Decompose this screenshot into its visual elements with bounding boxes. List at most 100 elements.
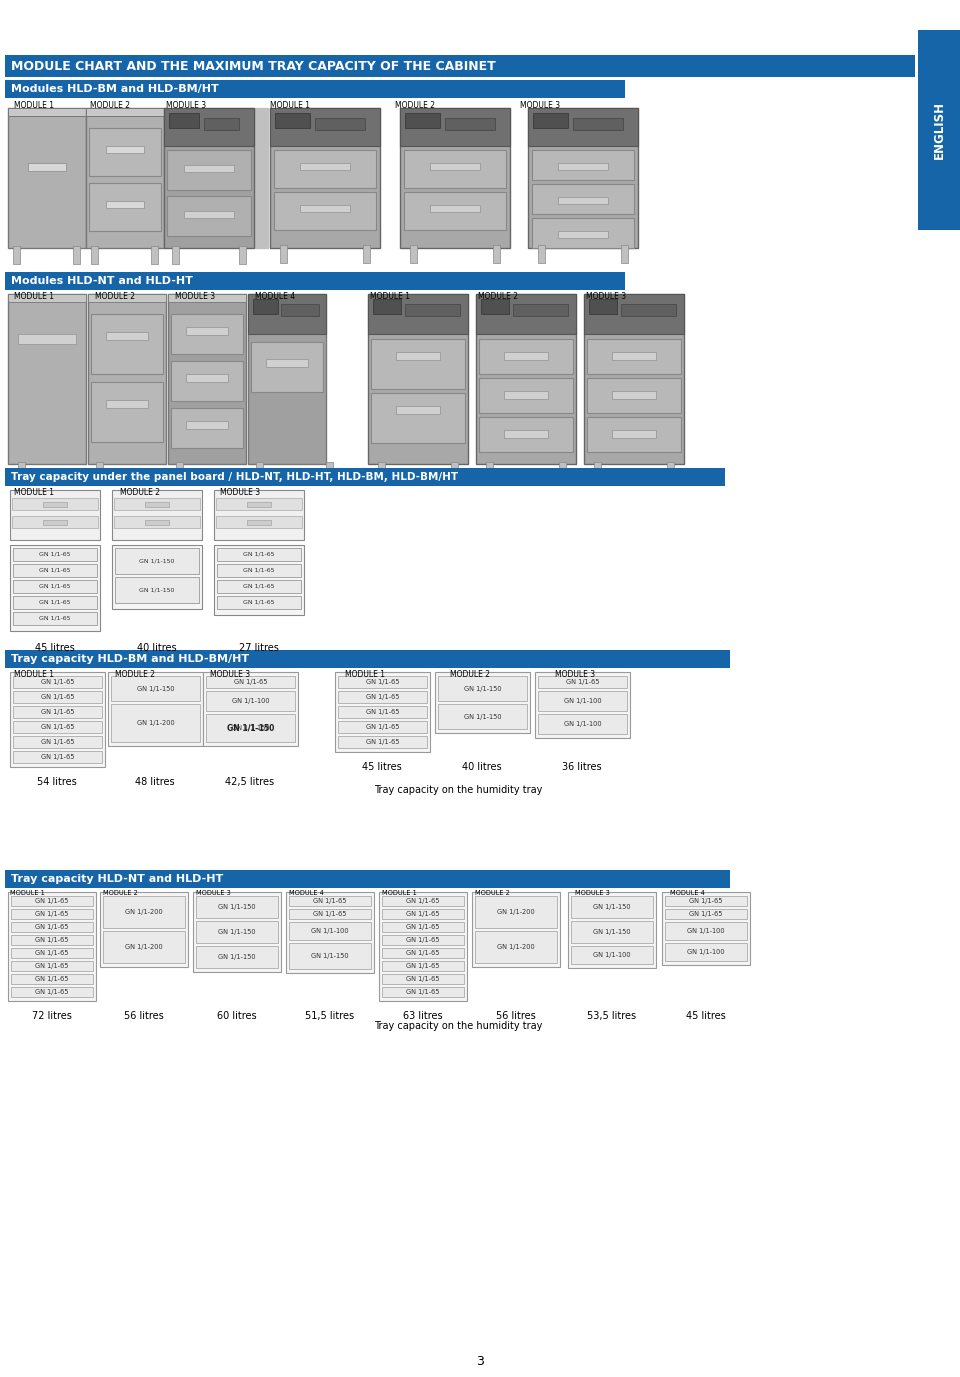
Text: GN 1/1-65: GN 1/1-65: [36, 936, 69, 943]
Text: MODULE 2: MODULE 2: [475, 890, 510, 896]
Bar: [404, 191, 506, 230]
Bar: [11, 947, 93, 958]
Text: MODULE 3: MODULE 3: [575, 890, 610, 896]
Bar: [8, 107, 86, 116]
Bar: [338, 735, 427, 748]
Bar: [171, 361, 243, 401]
Bar: [256, 463, 263, 482]
Text: GN 1/1-65: GN 1/1-65: [39, 552, 71, 558]
Bar: [274, 150, 376, 189]
Text: GN 1/1-150: GN 1/1-150: [464, 686, 501, 691]
Bar: [186, 326, 228, 335]
Text: GN 1/1-65: GN 1/1-65: [243, 584, 275, 589]
Text: GN 1/1-65: GN 1/1-65: [313, 912, 347, 917]
Bar: [335, 672, 430, 752]
Bar: [533, 113, 568, 128]
Bar: [11, 974, 93, 985]
Bar: [289, 943, 371, 969]
Text: GN 1/1-150: GN 1/1-150: [593, 929, 631, 935]
Bar: [114, 516, 200, 527]
Bar: [115, 548, 199, 574]
Bar: [13, 722, 102, 733]
Text: 40 litres: 40 litres: [462, 761, 502, 772]
Text: 45 litres: 45 litres: [362, 761, 402, 772]
Bar: [5, 55, 915, 77]
Bar: [662, 892, 750, 965]
Bar: [382, 909, 464, 918]
Bar: [430, 205, 480, 212]
Bar: [559, 463, 566, 482]
Text: GN 1/1-65: GN 1/1-65: [366, 709, 399, 715]
Bar: [13, 611, 97, 625]
Bar: [338, 691, 427, 704]
Bar: [504, 430, 548, 438]
Text: 63 litres: 63 litres: [403, 1011, 443, 1020]
Bar: [665, 943, 747, 961]
Text: GN 1/1-200: GN 1/1-200: [136, 720, 175, 726]
Text: GN 1/1-65: GN 1/1-65: [39, 616, 71, 621]
Bar: [612, 430, 656, 438]
Bar: [621, 304, 676, 315]
Bar: [43, 521, 67, 525]
Bar: [86, 107, 164, 248]
Bar: [476, 295, 576, 335]
Bar: [106, 399, 148, 408]
Bar: [100, 892, 188, 967]
Bar: [430, 162, 480, 169]
Text: GN 1/1-65: GN 1/1-65: [36, 963, 69, 969]
Text: Tray capacity under the panel board / HLD-NT, HLD-HT, HLD-BM, HLD-BM/HT: Tray capacity under the panel board / HL…: [11, 472, 458, 482]
Bar: [371, 339, 465, 388]
Text: GN 1/1-65: GN 1/1-65: [36, 924, 69, 929]
Bar: [11, 923, 93, 932]
Bar: [538, 691, 627, 711]
Bar: [558, 162, 608, 169]
Bar: [13, 735, 102, 748]
Bar: [612, 391, 656, 399]
Text: GN 1/1-65: GN 1/1-65: [39, 567, 71, 573]
Bar: [164, 107, 254, 146]
Text: GN 1/1-65: GN 1/1-65: [233, 679, 267, 684]
Text: GN 1/1-150: GN 1/1-150: [218, 954, 255, 960]
Bar: [91, 314, 163, 375]
Bar: [479, 417, 573, 452]
Text: MODULE CHART AND THE MAXIMUM TRAY CAPACITY OF THE CABINET: MODULE CHART AND THE MAXIMUM TRAY CAPACI…: [11, 59, 495, 73]
Bar: [400, 107, 510, 248]
Bar: [266, 359, 308, 368]
Bar: [587, 417, 681, 452]
Text: 45 litres: 45 litres: [686, 1011, 726, 1020]
Text: 45 litres: 45 litres: [36, 643, 75, 653]
Text: 3: 3: [476, 1355, 484, 1367]
Bar: [289, 923, 371, 940]
Bar: [186, 421, 228, 430]
Text: 60 litres: 60 litres: [217, 1011, 257, 1020]
Text: MODULE 1: MODULE 1: [10, 890, 45, 896]
Bar: [164, 107, 254, 248]
Bar: [86, 107, 164, 116]
Text: GN 1/1-65: GN 1/1-65: [40, 694, 74, 700]
Bar: [206, 691, 295, 711]
Text: MODULE 3: MODULE 3: [196, 890, 230, 896]
Text: MODULE 1: MODULE 1: [270, 101, 310, 110]
Text: GN 1/1-65: GN 1/1-65: [313, 898, 347, 903]
Bar: [151, 246, 158, 264]
Text: GN 1/1-65: GN 1/1-65: [406, 989, 440, 996]
Text: 48 litres: 48 litres: [135, 777, 175, 788]
Polygon shape: [255, 107, 268, 248]
Bar: [280, 245, 287, 263]
Text: MODULE 4: MODULE 4: [255, 292, 295, 302]
Bar: [573, 118, 623, 129]
Bar: [43, 503, 67, 507]
Bar: [382, 974, 464, 985]
Text: GN 1/1-65: GN 1/1-65: [243, 552, 275, 558]
Bar: [410, 245, 417, 263]
Bar: [13, 565, 97, 577]
Bar: [571, 921, 653, 943]
Bar: [504, 353, 548, 359]
Bar: [472, 892, 560, 967]
Bar: [176, 463, 183, 482]
Bar: [214, 545, 304, 616]
Bar: [486, 463, 493, 482]
Bar: [12, 516, 98, 527]
Bar: [571, 896, 653, 918]
Bar: [918, 30, 960, 230]
